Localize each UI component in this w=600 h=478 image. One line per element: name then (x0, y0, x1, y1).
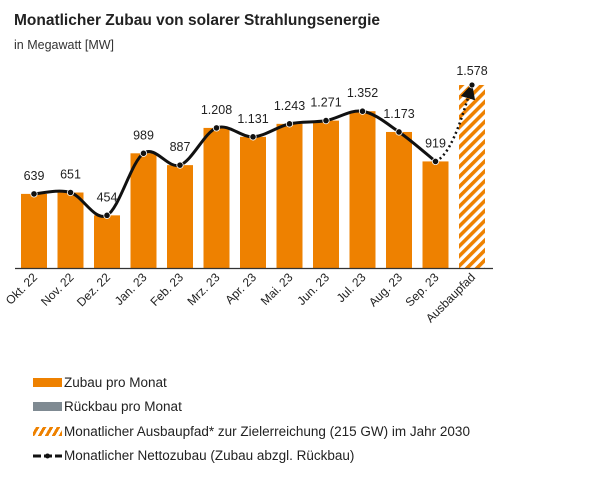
line-point (322, 117, 330, 125)
data-label: 651 (60, 168, 81, 182)
legend-label: Monatlicher Nettozubau (Zubau abzgl. Rüc… (64, 448, 355, 463)
legend-line-dot-icon (33, 453, 62, 458)
data-label: 1.173 (383, 107, 414, 121)
x-tick-label: Jan. 23 (112, 270, 150, 308)
bar-ausbaupfad (459, 85, 485, 268)
bar-zubau (276, 123, 303, 268)
x-tick-label: Nov. 22 (38, 270, 77, 309)
data-label: 1.208 (201, 103, 232, 117)
x-tick-label: Okt. 22 (3, 270, 40, 307)
bar-zubau (130, 153, 157, 268)
chart-subtitle: in Megawatt [MW] (14, 38, 115, 52)
legend-item-ausbaupfad: Monatlicher Ausbaupfad* zur Zielerreichu… (33, 424, 470, 439)
bar-zubau (386, 131, 412, 268)
legend-swatch-gray (33, 402, 62, 411)
bar-zubau (422, 161, 449, 268)
bar-zubau (349, 111, 376, 268)
line-point (30, 190, 38, 198)
bar-zubau (313, 120, 339, 268)
projection-dotted-line (434, 83, 476, 163)
line-point (212, 124, 221, 132)
data-label: 454 (97, 190, 118, 204)
data-label: 1.131 (237, 112, 268, 126)
bar-zubau (57, 192, 84, 268)
line-point (103, 211, 111, 219)
line-point (358, 107, 367, 115)
data-label: 639 (24, 169, 45, 183)
legend-swatch-orange (33, 378, 62, 387)
x-tick-label: Feb. 23 (147, 270, 186, 309)
x-tick-label: Jul. 23 (334, 270, 369, 305)
line-point (139, 149, 148, 157)
data-label: 989 (133, 128, 154, 142)
x-tick-label: Mai. 23 (258, 270, 296, 308)
x-tick-label: Apr. 23 (222, 270, 259, 307)
bar-zubau (203, 127, 230, 268)
bar-zubau (167, 165, 193, 268)
legend-label: Rückbau pro Monat (64, 399, 182, 414)
data-label: 887 (170, 140, 191, 154)
x-tick-label: Jun. 23 (294, 270, 332, 308)
line-point (285, 120, 294, 128)
legend-swatch-hatched (33, 427, 62, 436)
chart-title: Monatlicher Zubau von solarer Strahlungs… (14, 12, 381, 29)
bar-zubau (94, 215, 120, 268)
x-tick-label: Aug. 23 (366, 270, 405, 309)
x-tick-label: Mrz. 23 (184, 270, 222, 308)
legend-item-nettozubau: Monatlicher Nettozubau (Zubau abzgl. Rüc… (33, 448, 354, 463)
data-label: 1.578 (456, 64, 487, 78)
line-point (395, 128, 403, 136)
data-label: 1.243 (274, 99, 305, 113)
data-label: 1.271 (310, 96, 341, 110)
line-point (176, 161, 184, 169)
bar-zubau (240, 136, 266, 268)
line-point (468, 81, 476, 89)
legend-label: Zubau pro Monat (64, 375, 167, 390)
data-label: 1.352 (347, 86, 378, 100)
legend-label: Monatlicher Ausbaupfad* zur Zielerreichu… (64, 424, 470, 439)
data-label: 919 (425, 136, 446, 150)
bar-zubau (21, 193, 47, 268)
line-point (249, 133, 257, 141)
bar-chart: Okt. 22 639 Nov. 22 651 Dez. 22 454 Jan. 23 989… (3, 64, 493, 325)
legend-item-rueckbau: Rückbau pro Monat (33, 399, 182, 414)
line-point (66, 188, 75, 197)
line-point (431, 157, 440, 166)
x-tick-label: Dez. 22 (74, 270, 113, 309)
legend-item-zubau: Zubau pro Monat (33, 375, 167, 390)
